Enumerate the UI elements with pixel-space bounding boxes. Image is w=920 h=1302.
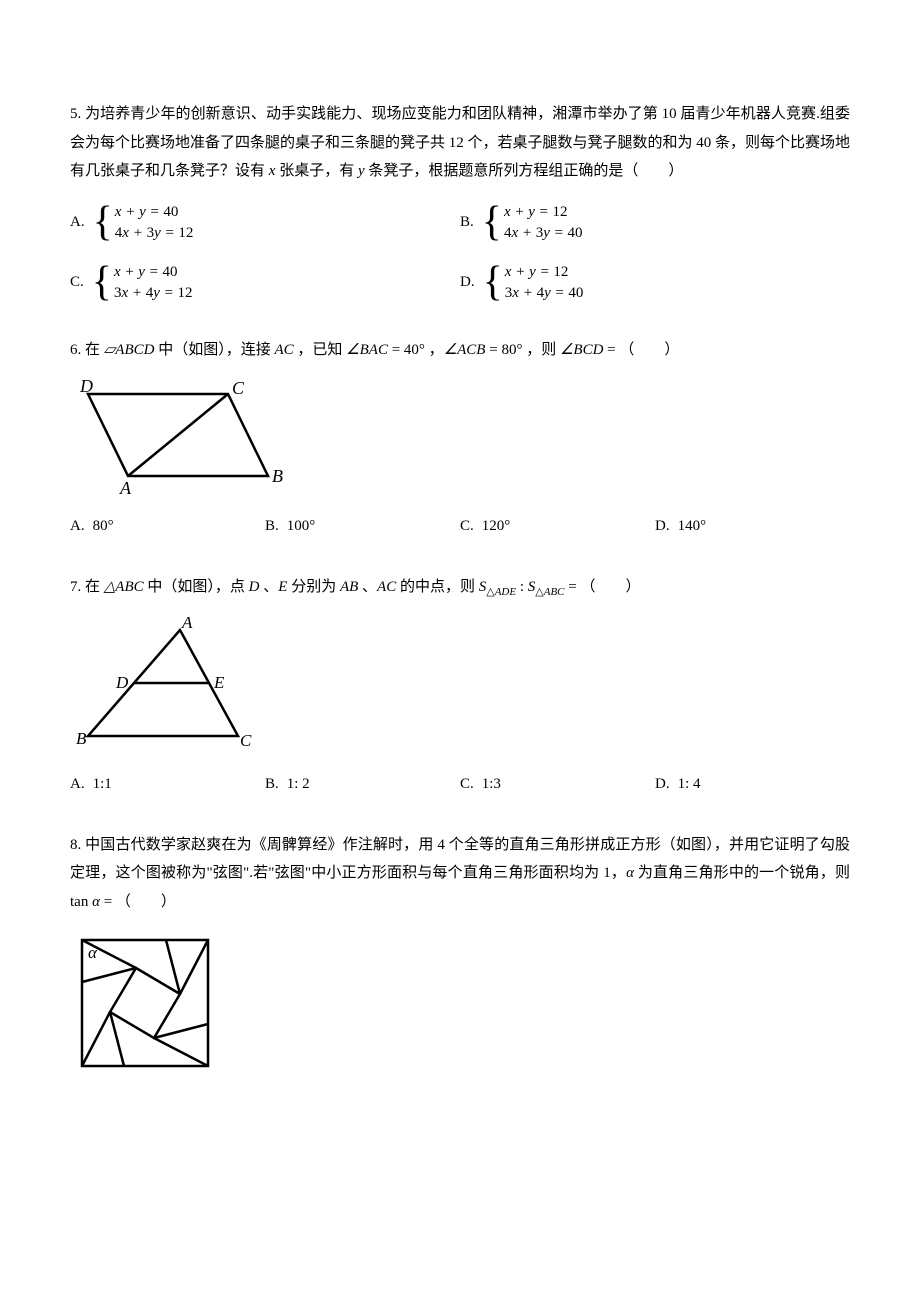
opt-value: 1: 2	[287, 770, 310, 799]
q7-opt-c: C. 1:3	[460, 770, 655, 799]
xuantu-diagram: α	[70, 928, 220, 1078]
eq-row: x + y = 40	[115, 202, 194, 223]
vertex-label: D	[115, 673, 129, 692]
opt-label: D.	[655, 512, 670, 541]
q5-options: A. { x + y = 40 4x + 3y = 12 B. { x + y …	[70, 202, 850, 322]
vertex-label: B	[272, 466, 283, 486]
eq-row: 3x + 4y = 40	[505, 283, 584, 304]
eq-row: 4x + 3y = 12	[115, 223, 194, 244]
q8-figure: α	[70, 928, 850, 1078]
q8-num: 8.	[70, 837, 81, 853]
opt-value: 100°	[287, 512, 316, 541]
q6-opt-b: B. 100°	[265, 512, 460, 541]
q6-body: 在 ▱ABCD 中（如图），连接 AC ，已知 ∠BAC = 40° ，∠ACB…	[85, 342, 679, 358]
opt-label: B.	[265, 770, 279, 799]
vertex-label: A	[119, 478, 132, 496]
opt-label: C.	[70, 268, 84, 297]
q6-opt-d: D. 140°	[655, 512, 850, 541]
opt-label: C.	[460, 512, 474, 541]
q5-opt-c: C. { x + y = 40 3x + 4y = 12	[70, 262, 460, 304]
question-8: 8. 中国古代数学家赵爽在为《周髀算经》作注解时，用 4 个全等的直角三角形拼成…	[70, 831, 850, 1079]
vertex-label: C	[232, 378, 245, 398]
opt-value: 1:3	[482, 770, 501, 799]
triangle-diagram: A B C D E	[70, 614, 260, 754]
eq-row: 4x + 3y = 40	[504, 223, 583, 244]
question-6: 6. 在 ▱ABCD 中（如图），连接 AC ，已知 ∠BAC = 40° ，∠…	[70, 336, 850, 559]
q8-text: 8. 中国古代数学家赵爽在为《周髀算经》作注解时，用 4 个全等的直角三角形拼成…	[70, 831, 850, 917]
q5-opt-d: D. { x + y = 12 3x + 4y = 40	[460, 262, 850, 304]
opt-label: A.	[70, 208, 85, 237]
q5-text: 5. 为培养青少年的创新意识、动手实践能力、现场应变能力和团队精神，湘潭市举办了…	[70, 100, 850, 186]
exam-page: 5. 为培养青少年的创新意识、动手实践能力、现场应变能力和团队精神，湘潭市举办了…	[0, 0, 920, 1132]
equation-system: { x + y = 12 4x + 3y = 40	[482, 202, 583, 244]
opt-value: 1: 4	[678, 770, 701, 799]
q6-text: 6. 在 ▱ABCD 中（如图），连接 AC ，已知 ∠BAC = 40° ，∠…	[70, 336, 850, 365]
alpha-label: α	[88, 943, 98, 962]
q6-figure: D C A B	[70, 376, 850, 496]
q5-opt-a: A. { x + y = 40 4x + 3y = 12	[70, 202, 460, 244]
opt-label: C.	[460, 770, 474, 799]
eq-row: x + y = 12	[504, 202, 583, 223]
vertex-label: E	[213, 673, 225, 692]
q8-body: 中国古代数学家赵爽在为《周髀算经》作注解时，用 4 个全等的直角三角形拼成正方形…	[70, 837, 850, 910]
q6-num: 6.	[70, 342, 81, 358]
q5-opt-b: B. { x + y = 12 4x + 3y = 40	[460, 202, 850, 244]
q7-opt-a: A. 1:1	[70, 770, 265, 799]
opt-value: 140°	[678, 512, 707, 541]
equation-system: { x + y = 40 4x + 3y = 12	[93, 202, 194, 244]
q6-options: A. 80° B. 100° C. 120° D. 140°	[70, 512, 850, 559]
q7-text: 7. 在 △ABC 中（如图），点 D 、E 分别为 AB 、AC 的中点，则 …	[70, 573, 850, 603]
opt-value: 1:1	[93, 770, 112, 799]
opt-label: D.	[655, 770, 670, 799]
q5-num: 5.	[70, 106, 81, 122]
equation-system: { x + y = 12 3x + 4y = 40	[483, 262, 584, 304]
q5-body: 为培养青少年的创新意识、动手实践能力、现场应变能力和团队精神，湘潭市举办了第 1…	[70, 106, 850, 179]
q7-options: A. 1:1 B. 1: 2 C. 1:3 D. 1: 4	[70, 770, 850, 817]
opt-label: B.	[265, 512, 279, 541]
q7-num: 7.	[70, 579, 81, 595]
opt-label: A.	[70, 512, 85, 541]
opt-value: 120°	[482, 512, 511, 541]
eq-row: 3x + 4y = 12	[114, 283, 193, 304]
eq-row: x + y = 40	[114, 262, 193, 283]
opt-value: 80°	[93, 512, 114, 541]
q7-body: 在 △ABC 中（如图），点 D 、E 分别为 AB 、AC 的中点，则 S△A…	[85, 579, 641, 595]
eq-row: x + y = 12	[505, 262, 584, 283]
parallelogram-diagram: D C A B	[70, 376, 290, 496]
vertex-label: B	[76, 729, 87, 748]
vertex-label: D	[79, 376, 93, 396]
q7-opt-b: B. 1: 2	[265, 770, 460, 799]
opt-label: A.	[70, 770, 85, 799]
q7-opt-d: D. 1: 4	[655, 770, 850, 799]
q6-opt-c: C. 120°	[460, 512, 655, 541]
q6-opt-a: A. 80°	[70, 512, 265, 541]
q7-figure: A B C D E	[70, 614, 850, 754]
vertex-label: A	[181, 614, 193, 632]
question-5: 5. 为培养青少年的创新意识、动手实践能力、现场应变能力和团队精神，湘潭市举办了…	[70, 100, 850, 322]
vertex-label: C	[240, 731, 252, 750]
opt-label: D.	[460, 268, 475, 297]
opt-label: B.	[460, 208, 474, 237]
equation-system: { x + y = 40 3x + 4y = 12	[92, 262, 193, 304]
question-7: 7. 在 △ABC 中（如图），点 D 、E 分别为 AB 、AC 的中点，则 …	[70, 573, 850, 817]
